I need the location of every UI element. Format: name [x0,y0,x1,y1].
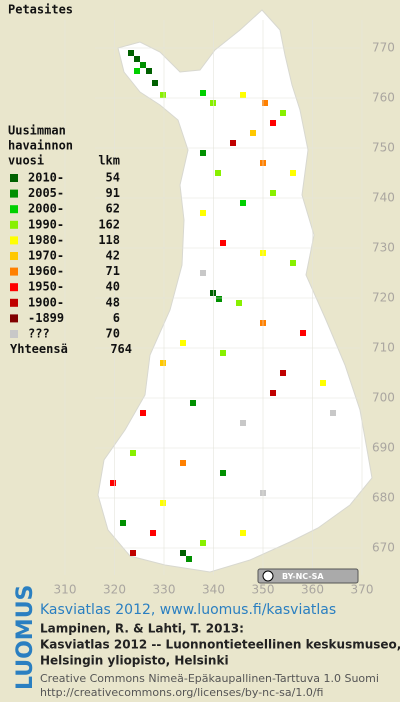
y-grid-label: 770 [372,41,395,55]
license: http://creativecommons.org/licenses/by-n… [40,686,323,699]
legend-count: 42 [106,249,120,263]
legend-count: 54 [106,171,120,185]
badge-box [257,568,359,584]
legend-count: 118 [98,233,120,247]
citation: Helsingin yliopisto, Helsinki [40,654,229,668]
y-grid-label: 700 [372,391,395,405]
legend-swatch [10,174,18,182]
legend-swatch [10,189,18,198]
y-grid-label: 760 [372,91,395,105]
legend-swatch [10,236,18,245]
y-grid-label: 730 [372,241,395,255]
legend-count: 48 [106,295,120,309]
x-grid-label: 360 [301,583,324,597]
license-badge: BY-NC-SA [257,568,359,584]
atlas-link: Kasviatlas 2012, www.luomus.fi/kasviatla… [40,602,336,618]
legend-heading: havainnon [8,139,73,153]
legend-swatch [10,205,18,214]
y-grid-label: 720 [372,291,395,305]
legend-count: 91 [106,186,120,200]
legend-column: vuosi [8,154,44,168]
legend-swatch [10,283,18,292]
map-outline [97,9,373,573]
legend-swatch [10,252,18,260]
legend-swatch [10,298,18,307]
species-title: Petasites [8,3,73,17]
legend-label: -1899 [28,311,64,325]
y-grid-label: 740 [372,191,395,205]
citation: Lampinen, R. & Lahti, T. 2013: [40,622,244,636]
legend-swatch [10,330,18,338]
citation: Kasviatlas 2012 -- Luonnontieteellinen k… [40,638,400,652]
legend: 2010- 54 2005- 91 2000- 62 1990- 162 1980- 118 197… [10,171,132,356]
badge-text: BY-NC-SA [282,572,324,581]
legend-total: 764 [110,342,132,356]
legend-count: 70 [106,327,120,341]
x-grid-label: 350 [252,583,275,597]
legend-label: 2005- [28,186,64,200]
legend-swatch [10,314,18,323]
legend-count: 162 [98,217,120,231]
legend-count: 40 [106,280,120,294]
legend-label: 1900- [28,295,64,309]
x-grid-label: 330 [153,583,176,597]
legend-swatch [10,220,18,229]
legend-label: 1970- [28,249,64,263]
legend-label: 2000- [28,202,64,216]
legend-label: 1960- [28,264,64,278]
legend-swatch [10,267,18,276]
legend-label: 1990- [28,217,64,231]
logo: LUOMUS [13,585,38,690]
y-grid-label: 670 [372,541,395,555]
legend-label: 1980- [28,233,64,247]
legend-count: 62 [106,202,120,216]
x-grid-label: 320 [103,583,126,597]
legend-column: lkm [98,154,120,168]
y-grid-label: 680 [372,491,395,505]
x-grid-label: 310 [54,583,77,597]
legend-count: 6 [113,311,120,325]
x-grid-label: 370 [351,583,374,597]
y-grid-label: 750 [372,141,395,155]
license: Creative Commons Nimeä-Epäkaupallinen-Ta… [40,672,379,685]
y-grid-label: 710 [372,341,395,355]
legend-label: 2010- [28,171,64,185]
x-grid-label: 340 [202,583,225,597]
legend-label: 1950- [28,280,64,294]
legend-count: 71 [106,264,120,278]
legend-heading: Uusimman [8,124,66,138]
legend-total-label: Yhteensä [10,342,68,356]
cc-icon [262,570,274,582]
legend-label: ??? [28,327,50,341]
y-grid-label: 690 [372,441,395,455]
